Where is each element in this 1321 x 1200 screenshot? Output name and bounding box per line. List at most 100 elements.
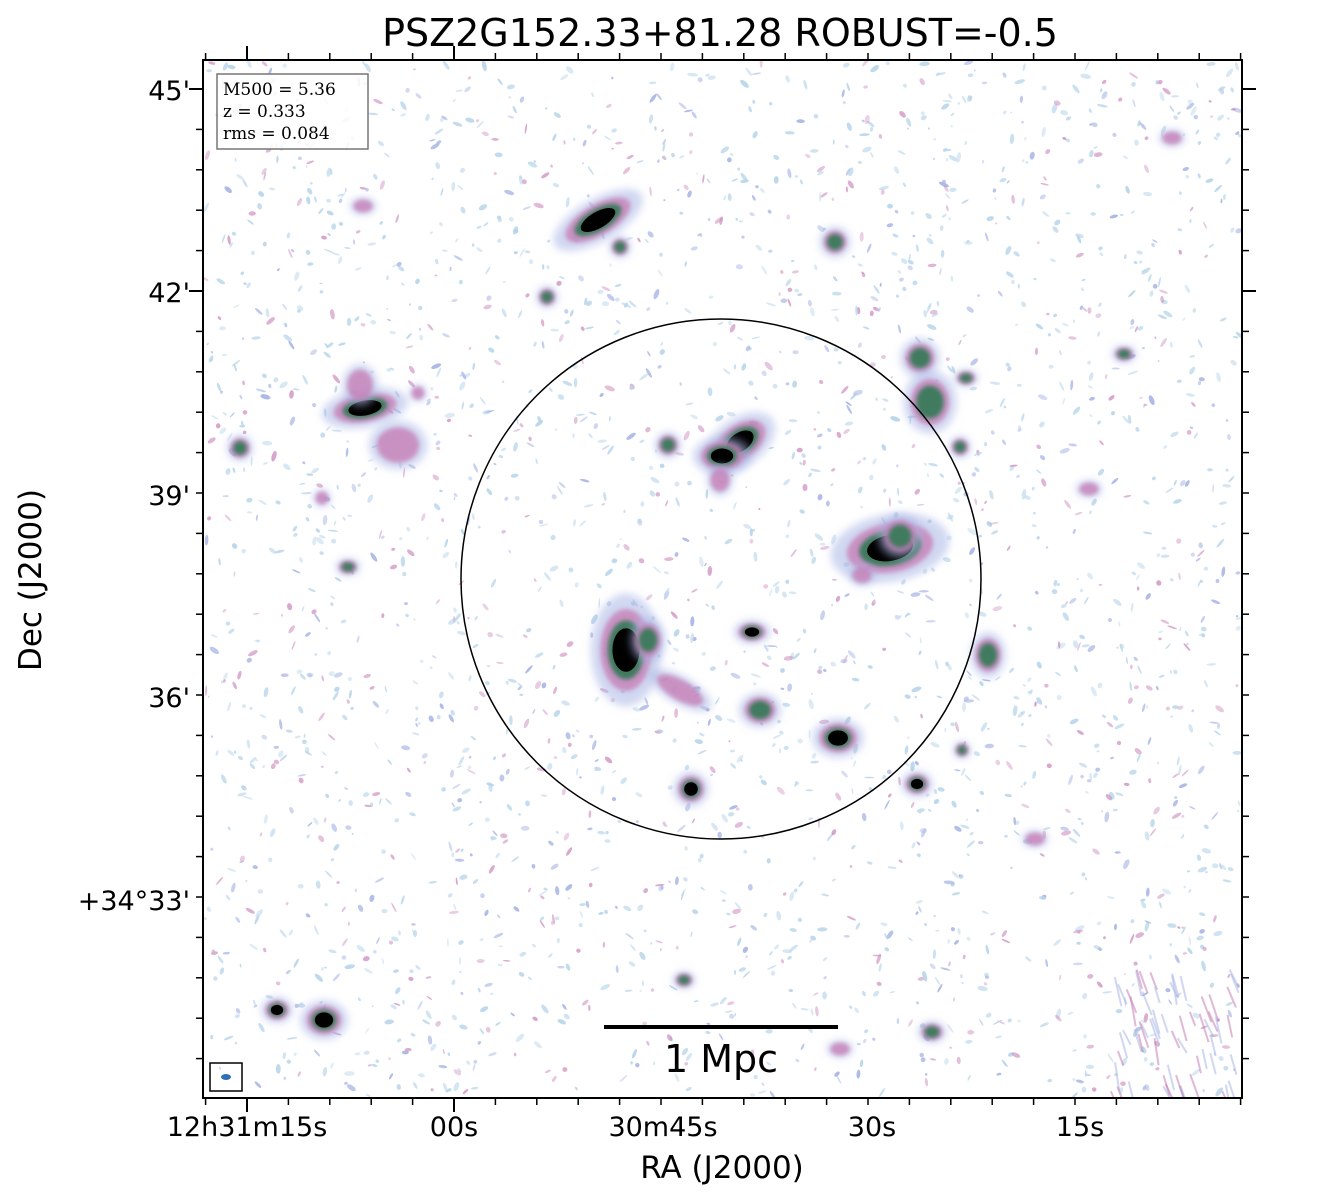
- noise-speckle: [626, 154, 634, 160]
- noise-speckle: [559, 652, 568, 657]
- noise-speckle: [751, 195, 756, 201]
- noise-speckle: [1072, 406, 1081, 415]
- noise-speckle: [442, 1048, 445, 1055]
- noise-speckle: [261, 61, 268, 67]
- noise-speckle: [788, 988, 794, 993]
- radio-source: [1111, 345, 1137, 363]
- noise-speckle: [409, 812, 416, 817]
- noise-speckle: [395, 214, 399, 224]
- noise-speckle: [556, 280, 562, 286]
- noise-speckle: [263, 687, 269, 698]
- noise-speckle: [605, 568, 613, 576]
- noise-speckle: [588, 882, 593, 888]
- noise-speckle: [378, 529, 383, 540]
- noise-speckle: [889, 991, 896, 994]
- noise-speckle: [558, 333, 564, 343]
- noise-speckle: [326, 342, 334, 349]
- noise-speckle: [804, 335, 815, 341]
- noise-speckle: [362, 956, 370, 962]
- noise-speckle: [1170, 431, 1179, 437]
- noise-speckle: [405, 613, 409, 618]
- noise-speckle: [514, 495, 520, 501]
- noise-speckle: [472, 1063, 476, 1071]
- radio-source: [630, 617, 666, 663]
- noise-speckle: [1216, 372, 1221, 383]
- noise-speckle: [233, 750, 237, 754]
- noise-speckle: [709, 666, 716, 671]
- noise-speckle: [843, 428, 850, 434]
- noise-speckle: [844, 421, 854, 426]
- noise-speckle: [929, 963, 936, 970]
- radio-sources: [226, 129, 1186, 1058]
- noise-speckle: [772, 628, 779, 635]
- noise-speckle: [419, 334, 424, 341]
- noise-speckle: [1041, 478, 1047, 487]
- noise-speckle: [626, 432, 636, 440]
- noise-speckle: [1219, 862, 1222, 870]
- noise-speckle: [803, 79, 808, 90]
- noise-speckle: [749, 538, 754, 544]
- noise-speckle: [1202, 946, 1207, 952]
- noise-speckle: [407, 549, 415, 557]
- noise-speckle: [1053, 100, 1061, 106]
- noise-speckle: [222, 412, 227, 416]
- noise-speckle: [1230, 359, 1237, 366]
- noise-speckle: [557, 965, 565, 969]
- noise-speckle: [942, 100, 952, 103]
- noise-speckle: [802, 628, 807, 634]
- noise-speckle: [333, 843, 340, 851]
- noise-speckle: [1089, 772, 1093, 781]
- noise-speckle: [1104, 374, 1108, 380]
- noise-speckle: [661, 715, 665, 722]
- noise-speckle: [1029, 151, 1035, 160]
- noise-speckle: [990, 932, 996, 936]
- noise-speckle: [824, 345, 830, 353]
- noise-speckle: [1186, 642, 1189, 646]
- noise-speckle: [759, 775, 763, 779]
- noise-speckle: [1037, 394, 1048, 401]
- noise-speckle: [833, 347, 839, 352]
- noise-speckle: [727, 812, 735, 817]
- noise-speckle: [255, 388, 267, 393]
- noise-speckle: [708, 295, 714, 299]
- noise-speckle: [579, 416, 588, 423]
- radio-source: [1021, 830, 1049, 848]
- noise-speckle: [847, 650, 856, 659]
- noise-speckle: [1220, 317, 1227, 322]
- noise-speckle: [311, 467, 319, 474]
- noise-speckle: [1180, 480, 1186, 487]
- noise-speckle: [518, 972, 525, 977]
- noise-speckle: [880, 922, 888, 927]
- noise-speckle: [935, 929, 940, 932]
- noise-speckle: [1098, 947, 1102, 951]
- noise-speckle: [1129, 72, 1138, 79]
- noise-speckle: [660, 885, 664, 890]
- noise-speckle: [1152, 239, 1158, 243]
- noise-speckle: [1078, 762, 1088, 768]
- noise-speckle: [1068, 837, 1078, 844]
- noise-speckle: [302, 375, 308, 385]
- noise-speckle: [215, 423, 221, 429]
- noise-speckle: [513, 251, 518, 255]
- noise-speckle: [562, 1067, 568, 1072]
- noise-speckle: [831, 468, 836, 472]
- noise-speckle: [810, 1008, 814, 1016]
- noise-speckle: [738, 220, 743, 223]
- noise-speckle: [497, 963, 503, 967]
- noise-speckle: [479, 1028, 485, 1035]
- noise-speckle: [1059, 350, 1062, 356]
- noise-speckle: [371, 1063, 378, 1068]
- noise-speckle: [755, 185, 759, 189]
- noise-speckle: [655, 492, 661, 497]
- noise-speckle: [834, 1071, 840, 1077]
- noise-speckle: [1009, 133, 1015, 145]
- noise-speckle: [259, 832, 263, 837]
- noise-speckle: [505, 681, 509, 685]
- noise-speckle: [690, 414, 699, 420]
- noise-speckle: [932, 157, 935, 161]
- noise-speckle: [736, 754, 744, 763]
- noise-speckle: [964, 140, 967, 146]
- noise-speckle: [435, 162, 441, 170]
- noise-speckle: [1133, 685, 1139, 690]
- noise-speckle: [301, 606, 305, 612]
